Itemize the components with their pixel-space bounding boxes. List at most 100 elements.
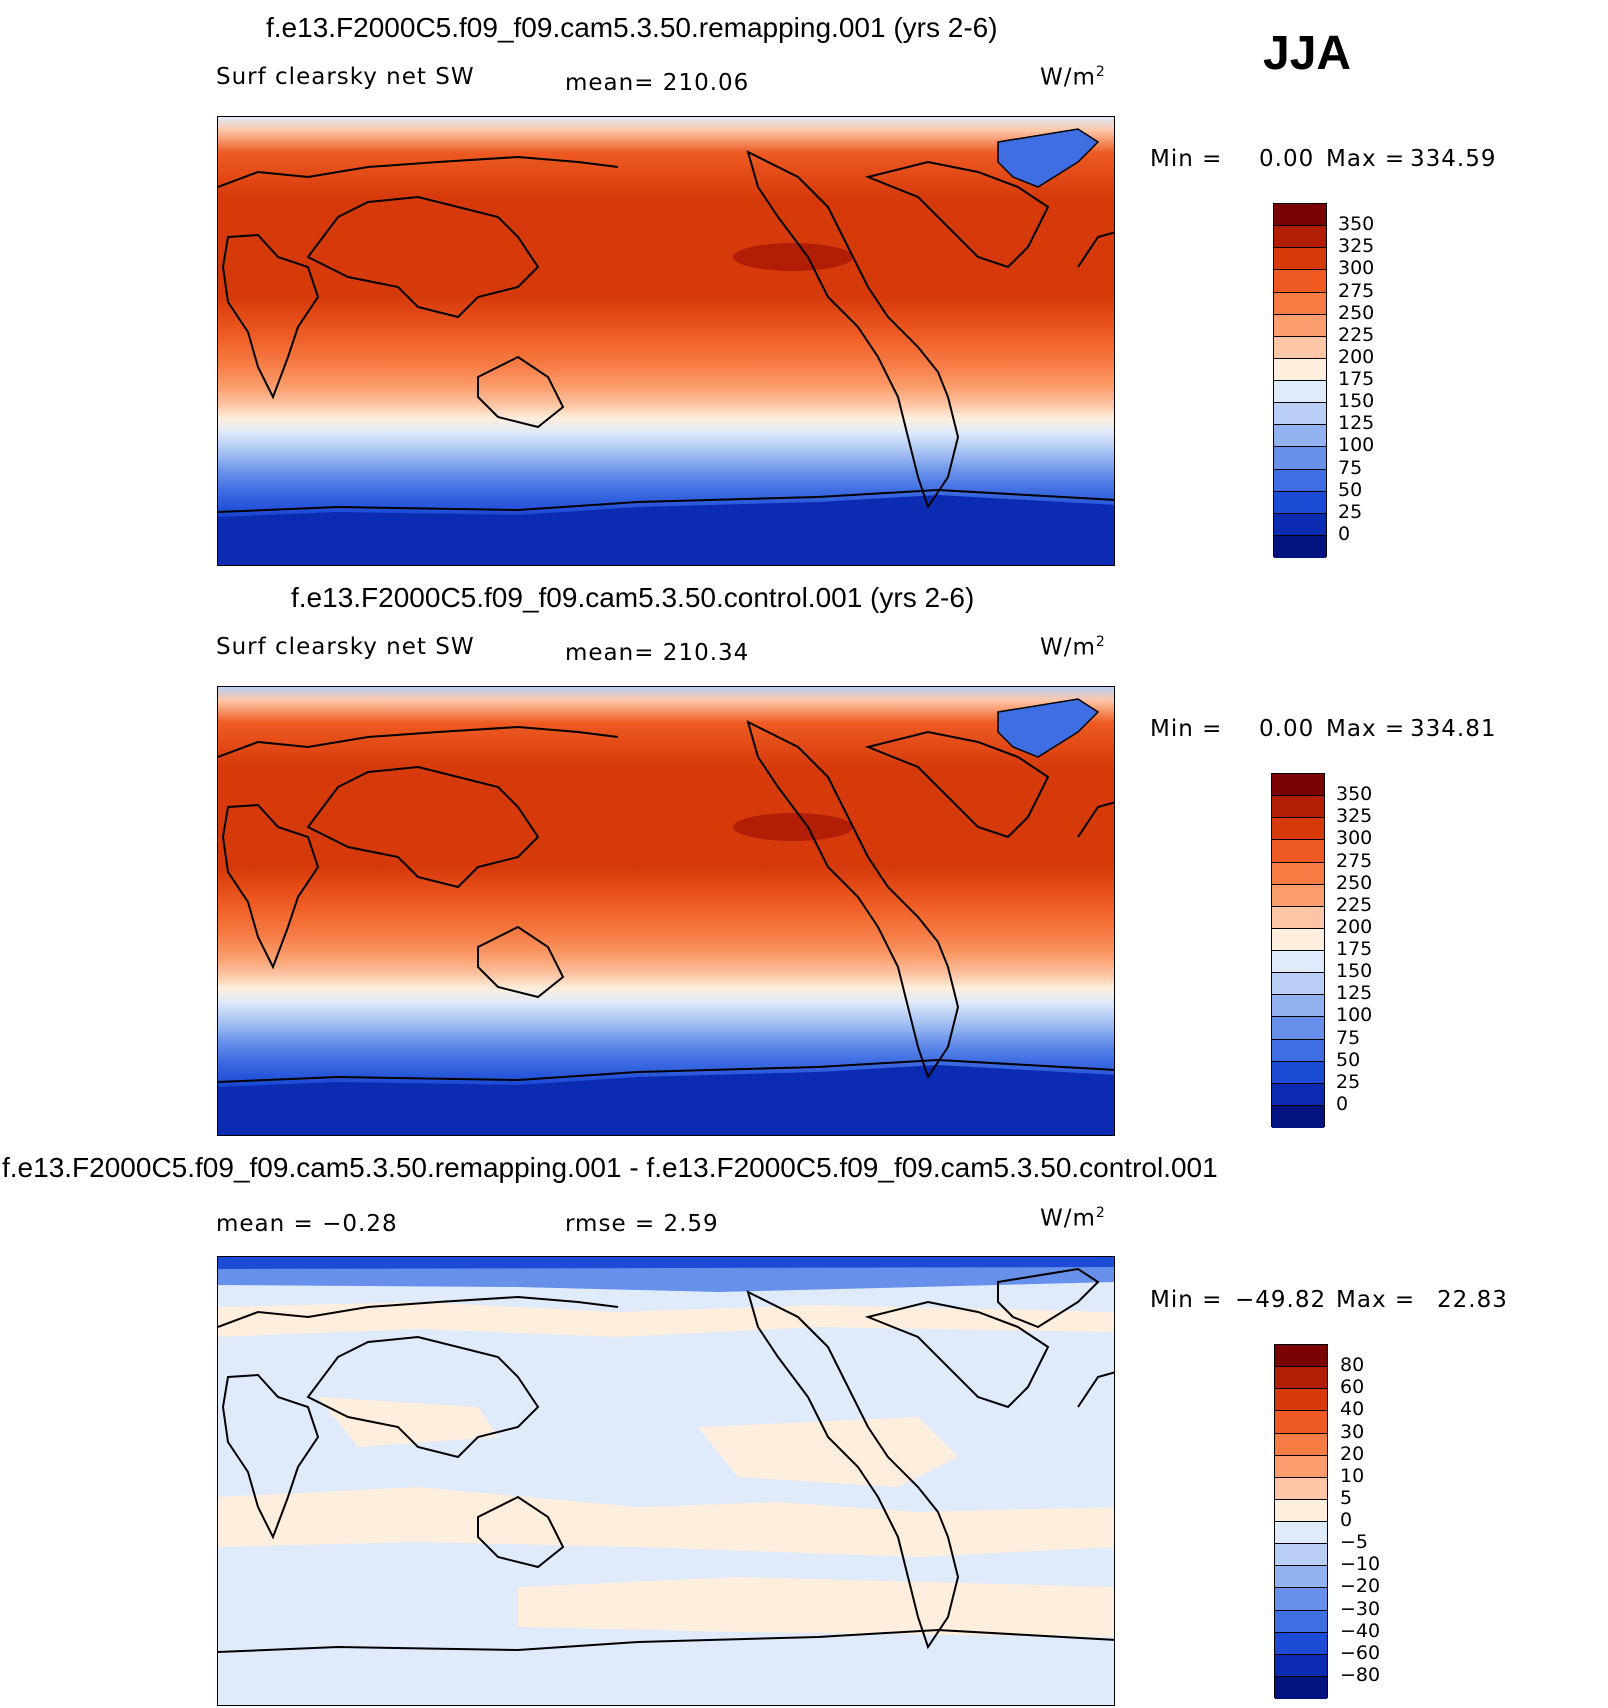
colorbar-tick-label: 225 <box>1336 893 1373 916</box>
colorbar-segment <box>1272 1105 1324 1128</box>
colorbar-tick-label: 75 <box>1338 456 1363 479</box>
colorbar-tick-label: 0 <box>1336 1092 1349 1115</box>
panel1-colorbar <box>1273 203 1327 558</box>
colorbar-segment <box>1272 884 1324 907</box>
colorbar-tick-label: 175 <box>1336 938 1373 960</box>
panel3-title: f.e13.F2000C5.f09_f09.cam5.3.50.remappin… <box>2 1152 1218 1183</box>
panel2-min-label: Min = <box>1150 716 1223 742</box>
panel1-mean-label: mean= 210.06 <box>565 70 750 96</box>
panel1-units-exp: 2 <box>1095 64 1106 80</box>
colorbar-tick-label: 200 <box>1336 915 1373 938</box>
panel1-field <box>218 117 1114 565</box>
colorbar-segment <box>1272 973 1324 996</box>
colorbar-tick-label: 100 <box>1336 1004 1373 1027</box>
season-label: JJA <box>1263 27 1352 80</box>
colorbar-segment <box>1275 1610 1327 1633</box>
panel3-min-value: −49.82 <box>1235 1287 1327 1313</box>
colorbar-segment <box>1272 796 1324 819</box>
colorbar-segment <box>1274 292 1326 315</box>
colorbar-segment <box>1274 336 1326 359</box>
colorbar-tick-label: 50 <box>1338 478 1363 501</box>
panel2-antarctica <box>218 1065 1114 1135</box>
colorbar-tick-label: 125 <box>1336 982 1373 1005</box>
colorbar-tick-label: 0 <box>1338 522 1351 545</box>
colorbar-tick-label: 30 <box>1340 1420 1365 1443</box>
panel3-max-value: 22.83 <box>1437 1287 1508 1313</box>
panel3-max-label: Max = <box>1336 1287 1416 1313</box>
panel2-min-value: 0.00 <box>1259 716 1315 742</box>
colorbar-tick-label: 350 <box>1338 213 1375 236</box>
panel3-map <box>217 1256 1115 1706</box>
colorbar-tick-label: 350 <box>1336 783 1373 806</box>
panel3-min-label: Min = <box>1150 1287 1223 1313</box>
colorbar-tick-label: 125 <box>1338 412 1375 435</box>
colorbar-tick-label: 325 <box>1336 805 1373 828</box>
colorbar-tick-label: 275 <box>1338 279 1375 302</box>
panel2-coastlines <box>218 720 1114 1083</box>
colorbar-tick-label: 325 <box>1338 235 1375 258</box>
colorbar-tick-label: 80 <box>1340 1354 1365 1377</box>
panel1-max-label: Max = <box>1326 146 1406 172</box>
panel1-max-value: 334.59 <box>1410 146 1497 172</box>
colorbar-segment <box>1272 840 1324 863</box>
panel1-units: W/m2 <box>1040 64 1106 91</box>
colorbar-tick-label: 50 <box>1336 1048 1361 1071</box>
panel3-units-base: W/m <box>1040 1205 1096 1232</box>
colorbar-tick-label: 10 <box>1340 1464 1365 1487</box>
colorbar-segment <box>1274 358 1326 381</box>
colorbar-segment <box>1275 1367 1327 1390</box>
colorbar-tick-label: 25 <box>1336 1070 1361 1093</box>
colorbar-segment <box>1272 774 1324 797</box>
colorbar-segment <box>1275 1654 1327 1677</box>
colorbar-segment <box>1274 381 1326 404</box>
panel2-units: W/m2 <box>1040 634 1106 661</box>
panel1-coastlines <box>218 150 1114 513</box>
panel1-title: f.e13.F2000C5.f09_f09.cam5.3.50.remappin… <box>266 12 998 43</box>
colorbar-segment <box>1274 447 1326 470</box>
colorbar-tick-label: 0 <box>1340 1509 1353 1531</box>
colorbar-segment <box>1274 403 1326 426</box>
panel1-units-base: W/m <box>1040 64 1096 91</box>
panel3-colorbar <box>1274 1344 1328 1699</box>
panel3-map-svg <box>218 1257 1114 1705</box>
colorbar-segment <box>1275 1676 1327 1699</box>
colorbar-segment <box>1275 1389 1327 1412</box>
panel3-mean-label: mean = −0.28 <box>216 1211 398 1237</box>
colorbar-segment <box>1272 1061 1324 1084</box>
panel2-max-label: Max = <box>1326 716 1406 742</box>
colorbar-segment <box>1272 1039 1324 1062</box>
colorbar-segment <box>1272 995 1324 1018</box>
panel2-max-value: 334.81 <box>1410 716 1497 742</box>
panel1-map-svg <box>218 117 1114 565</box>
colorbar-segment <box>1275 1566 1327 1589</box>
colorbar-segment <box>1274 270 1326 293</box>
panel2-units-exp: 2 <box>1095 634 1106 650</box>
colorbar-segment <box>1274 226 1326 249</box>
colorbar-segment <box>1275 1522 1327 1545</box>
colorbar-tick-label: 225 <box>1338 323 1375 346</box>
colorbar-segment <box>1275 1632 1327 1655</box>
panel2-greenland <box>997 698 1100 758</box>
colorbar-segment <box>1272 818 1324 841</box>
colorbar-segment <box>1274 491 1326 514</box>
panel1-min-label: Min = <box>1150 146 1223 172</box>
colorbar-tick-label: 150 <box>1336 960 1373 983</box>
colorbar-tick-label: −40 <box>1340 1619 1381 1642</box>
colorbar-segment <box>1274 425 1326 448</box>
panel2-colorbar <box>1271 773 1325 1128</box>
panel1-antarctica <box>218 495 1114 565</box>
panel1-map <box>217 116 1115 566</box>
colorbar-segment <box>1275 1588 1327 1611</box>
panel2-variable-label: Surf clearsky net SW <box>216 634 475 660</box>
colorbar-tick-label: −30 <box>1340 1597 1381 1620</box>
colorbar-segment <box>1274 248 1326 271</box>
colorbar-segment <box>1274 314 1326 337</box>
panel3-arctic-strong-negative <box>218 1257 1114 1269</box>
colorbar-segment <box>1274 535 1326 558</box>
colorbar-segment <box>1272 1017 1324 1040</box>
colorbar-segment <box>1274 513 1326 536</box>
panel3-units-exp: 2 <box>1095 1205 1106 1221</box>
colorbar-tick-label: 20 <box>1340 1442 1365 1465</box>
colorbar-tick-label: 25 <box>1338 500 1363 523</box>
panel3-rmse-label: rmse = 2.59 <box>565 1211 719 1237</box>
